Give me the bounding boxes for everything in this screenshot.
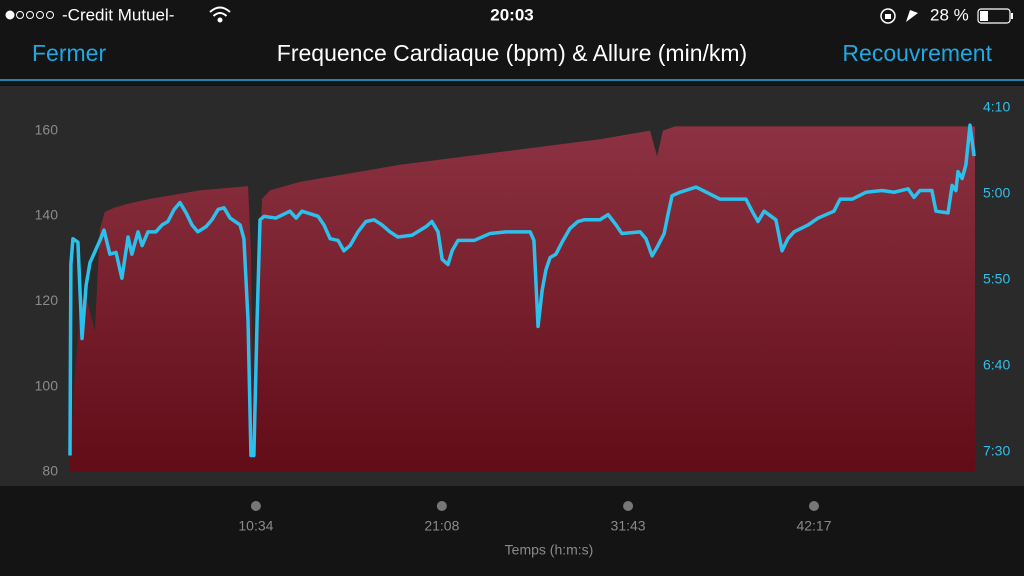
y-tick-label: 140 [35, 207, 59, 223]
nav-title: Frequence Cardiaque (bpm) & Allure (min/… [277, 40, 747, 66]
status-icons [880, 8, 918, 24]
pace-line [68, 123, 976, 458]
close-button[interactable]: Fermer [32, 40, 106, 66]
x-tick-label: 31:43 [611, 518, 646, 534]
y2-tick-label: 5:00 [983, 185, 1010, 201]
y2-tick-label: 6:40 [983, 357, 1010, 373]
y2-tick-label: 4:10 [983, 99, 1010, 115]
battery-tip [1011, 13, 1013, 19]
x-tick-label: 42:17 [796, 518, 831, 534]
x-tick-dot [436, 501, 447, 511]
y-tick-label: 100 [35, 377, 59, 393]
x-tick-label: 21:08 [424, 518, 459, 534]
y2-tick-label: 5:50 [983, 271, 1010, 287]
x-tick-dot [809, 501, 820, 511]
y-tick-label: 120 [35, 292, 59, 308]
signal [5, 10, 54, 20]
x-axis-label: Temps (h:m:s) [505, 542, 594, 558]
wifi-icon [209, 6, 231, 23]
heart-rate-area [70, 126, 975, 473]
status-bar: -Credit Mutuel- 20:03 28 % [5, 5, 1013, 24]
chart: 80 100 120 140 160 4:10 5:00 5:50 6:40 7:30 10:34 2… [35, 99, 1011, 534]
battery-icon [977, 8, 1011, 24]
y2-tick-label: 7:30 [983, 443, 1010, 459]
recovery-button[interactable]: Recouvrement [842, 40, 992, 66]
battery-fill [980, 11, 988, 21]
clock: 20:03 [490, 5, 533, 24]
x-tick-dot [250, 501, 261, 511]
y-tick-label: 160 [35, 121, 59, 137]
battery-level: 28 % [930, 5, 969, 24]
x-tick-label: 10:34 [238, 518, 273, 534]
y-tick-label: 80 [42, 463, 58, 479]
x-tick-dot [623, 501, 634, 511]
carrier: -Credit Mutuel- [62, 5, 174, 24]
